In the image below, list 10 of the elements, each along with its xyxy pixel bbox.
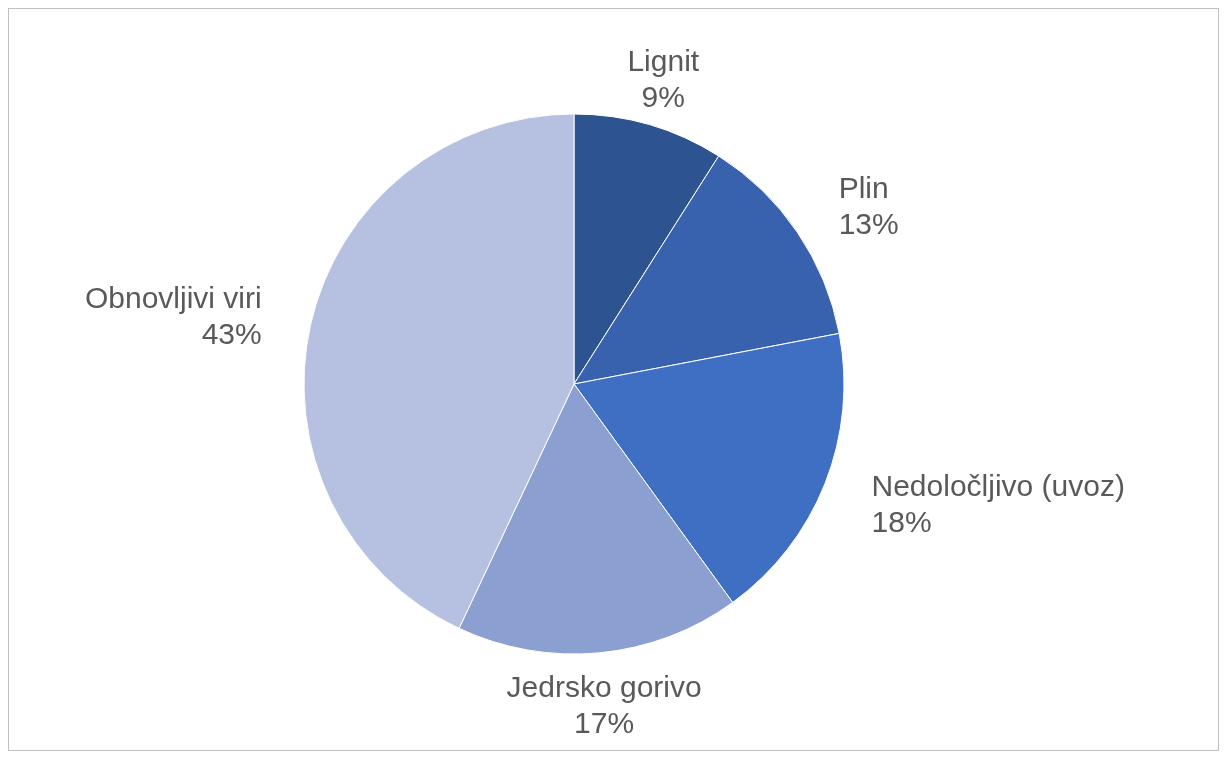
data-label: 9%: [641, 79, 685, 113]
slice-label: Lignit: [627, 43, 700, 77]
slice-label: Obnovljivi viri: [84, 281, 262, 315]
slice-label: Jedrsko gorivo: [506, 669, 702, 703]
data-label: 13%: [838, 207, 899, 241]
slice-label: Nedoločljivo (uvoz): [871, 468, 1125, 502]
data-label: 18%: [871, 504, 932, 538]
data-label: 17%: [574, 705, 635, 739]
data-label: 43%: [201, 317, 262, 351]
slice-label: Plin: [838, 171, 889, 205]
